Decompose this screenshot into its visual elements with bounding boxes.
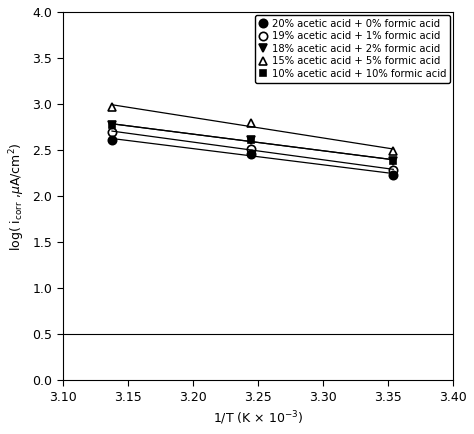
Y-axis label: log( i$_{\rm corr}$ ,$\mu$A/cm$^2$): log( i$_{\rm corr}$ ,$\mu$A/cm$^2$): [7, 142, 27, 250]
18% acetic acid + 2% formic acid: [248, 137, 254, 142]
19% acetic acid + 1% formic acid: [391, 168, 396, 173]
Line: 20% acetic acid + 0% formic acid: 20% acetic acid + 0% formic acid: [108, 135, 397, 179]
15% acetic acid + 5% formic acid: [109, 104, 115, 109]
X-axis label: 1/T (K $\times$ 10$^{-3}$): 1/T (K $\times$ 10$^{-3}$): [213, 409, 303, 427]
Line: 19% acetic acid + 1% formic acid: 19% acetic acid + 1% formic acid: [108, 128, 397, 174]
20% acetic acid + 0% formic acid: [391, 172, 396, 177]
Legend: 20% acetic acid + 0% formic acid, 19% acetic acid + 1% formic acid, 18% acetic a: 20% acetic acid + 0% formic acid, 19% ac…: [255, 15, 450, 83]
18% acetic acid + 2% formic acid: [391, 158, 396, 163]
19% acetic acid + 1% formic acid: [248, 146, 254, 151]
Line: 15% acetic acid + 5% formic acid: 15% acetic acid + 5% formic acid: [108, 103, 397, 155]
Line: 18% acetic acid + 2% formic acid: 18% acetic acid + 2% formic acid: [108, 121, 397, 165]
18% acetic acid + 2% formic acid: [109, 122, 115, 128]
19% acetic acid + 1% formic acid: [109, 129, 115, 135]
Line: 10% acetic acid + 10% formic acid: 10% acetic acid + 10% formic acid: [109, 122, 397, 164]
20% acetic acid + 0% formic acid: [248, 151, 254, 156]
20% acetic acid + 0% formic acid: [109, 137, 115, 142]
15% acetic acid + 5% formic acid: [248, 120, 254, 125]
10% acetic acid + 10% formic acid: [248, 137, 254, 142]
10% acetic acid + 10% formic acid: [391, 158, 396, 163]
15% acetic acid + 5% formic acid: [391, 148, 396, 154]
10% acetic acid + 10% formic acid: [109, 122, 115, 128]
